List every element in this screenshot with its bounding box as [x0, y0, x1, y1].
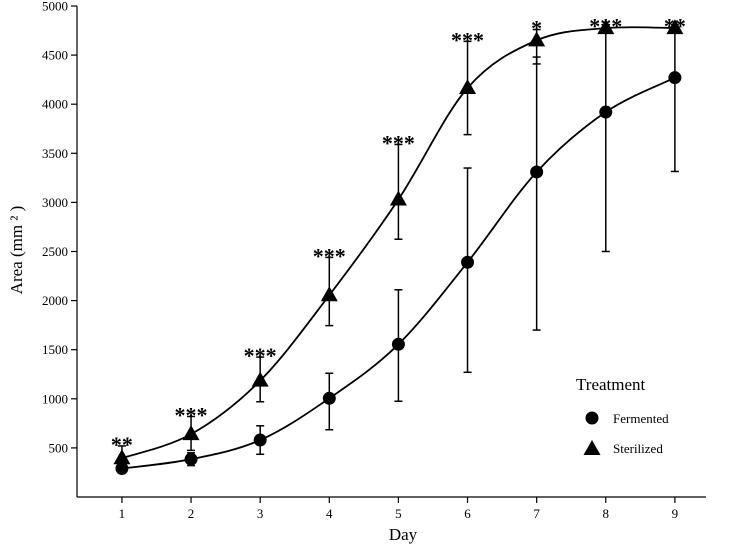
sterilized-point	[251, 371, 269, 387]
x-axis-title: Day	[389, 525, 418, 544]
x-tick-label: 8	[603, 506, 610, 521]
sterilized-point	[389, 190, 407, 206]
fermented-point	[322, 391, 336, 405]
y-tick-label: 500	[49, 440, 69, 455]
y-tick-label: 1000	[42, 391, 68, 406]
sterilized-point	[113, 449, 131, 465]
y-tick-label: 2500	[42, 244, 68, 259]
y-tick-label: 5000	[42, 0, 68, 14]
x-tick-label: 9	[672, 506, 679, 521]
legend-sterilized-marker	[583, 440, 601, 455]
fermented-point	[184, 452, 198, 466]
fermented-point	[461, 255, 475, 269]
fermented-point	[599, 105, 613, 119]
fermented-point	[530, 165, 544, 179]
legend: Treatment Fermented Sterilized	[576, 375, 669, 456]
sterilized-point	[459, 78, 477, 94]
fermented-point	[253, 433, 267, 447]
significance-mark: ***	[313, 243, 346, 268]
x-tick-label: 4	[326, 506, 333, 521]
x-ticks: 1 2 3 4 5 6 7 8 9	[119, 497, 678, 521]
sterilized-point	[528, 31, 546, 47]
y-axis-title: Area (mm ² )	[7, 206, 26, 295]
sterilized-point	[666, 19, 684, 35]
y-tick-label: 1500	[42, 342, 68, 357]
sterilized-point	[320, 286, 338, 302]
significance-marks: ***************** * *** **	[111, 14, 686, 457]
sterilized-point	[597, 19, 615, 35]
y-tick-label: 3500	[42, 146, 68, 161]
significance-mark: ***	[589, 14, 622, 39]
y-tick-label: 4000	[42, 97, 68, 112]
x-tick-label: 1	[119, 506, 126, 521]
x-tick-label: 2	[188, 506, 195, 521]
legend-sterilized-label: Sterilized	[613, 441, 663, 456]
fermented-point	[391, 337, 405, 351]
series-markers	[113, 19, 684, 476]
y-tick-label: 2000	[42, 293, 68, 308]
y-tick-label: 3000	[42, 195, 68, 210]
legend-fermented-marker	[585, 411, 599, 425]
sterilized-point	[182, 425, 200, 441]
significance-mark: ***	[175, 402, 208, 427]
x-tick-label: 7	[533, 506, 540, 521]
y-tick-label: 4500	[42, 48, 68, 63]
axes	[76, 6, 706, 498]
x-tick-label: 6	[464, 506, 471, 521]
legend-fermented-label: Fermented	[613, 411, 669, 426]
x-tick-label: 5	[395, 506, 402, 521]
significance-mark: **	[111, 432, 133, 457]
y-ticks: 500 1000 1500 2000 2500 3000 3500 4000 4500 5000	[42, 0, 77, 455]
significance-mark: **	[664, 14, 686, 39]
significance-mark: ***	[382, 130, 415, 155]
x-tick-label: 3	[257, 506, 264, 521]
significance-mark: ***	[244, 343, 277, 368]
fermented-point	[668, 71, 682, 85]
significance-mark: *	[531, 16, 542, 41]
fermented-point	[115, 462, 129, 476]
legend-title: Treatment	[576, 375, 646, 394]
significance-mark: ***	[451, 27, 484, 52]
